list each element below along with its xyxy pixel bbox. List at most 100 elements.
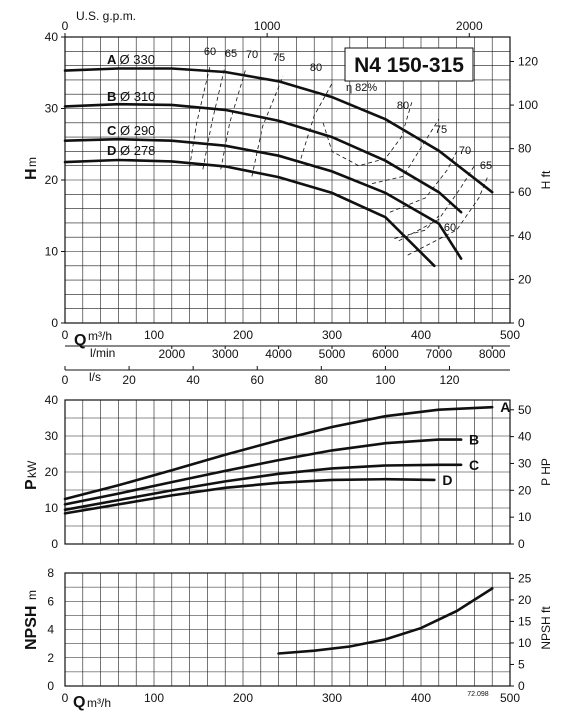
npsh-tick-ft: 10 — [518, 636, 532, 650]
npsh-axis-unit: m — [25, 590, 39, 600]
lmin-tick: 8000 — [479, 347, 506, 361]
h-tick-ft: 40 — [518, 229, 532, 243]
title-box — [344, 47, 474, 82]
q-tick: 500 — [500, 328, 520, 342]
p-tick-kw: 40 — [45, 393, 59, 407]
h-tick-ft: 120 — [518, 54, 538, 68]
h-ft-axis-label: H ft — [539, 170, 553, 189]
power-frame — [64, 399, 511, 545]
power-curve-label-A: A — [500, 399, 510, 415]
power-curve-A — [63, 405, 494, 501]
power-panel: A BC D — [63, 399, 511, 545]
ls-tick: 40 — [186, 373, 200, 387]
efficiency-label-75: 75 — [435, 124, 447, 136]
q-tick: 0 — [62, 328, 69, 342]
efficiency-peak-label: η 82% — [346, 82, 377, 94]
npsh-ft-axis-label: NPSH ft — [539, 606, 553, 650]
efficiency-label-70: 70 — [246, 49, 258, 61]
npsh-grid — [65, 573, 510, 686]
curve-label-C: C Ø 290 — [107, 123, 155, 138]
head-panel: 60 65 70 75 80 80 75 70 65 60 η 82% — [63, 36, 511, 324]
power-axes: 0 10 20 30 40 0 10 20 30 40 50 PkW P HP — [23, 393, 553, 551]
p-tick-hp: 30 — [518, 456, 532, 470]
npsh-tick-m: 2 — [47, 651, 54, 665]
curve-label-A: A Ø 330 — [107, 52, 155, 67]
npsh-tick-ft: 25 — [518, 571, 532, 585]
npsh-q-tick: 200 — [233, 691, 253, 705]
p-tick-kw: 30 — [45, 429, 59, 443]
efficiency-curve-65 — [202, 65, 226, 170]
npsh-tick-ft: 0 — [518, 679, 525, 693]
curve-diameter: Ø 330 — [120, 52, 155, 67]
p-tick-hp: 10 — [518, 510, 532, 524]
p-tick-hp: 0 — [518, 537, 525, 551]
h-tick-m: 40 — [45, 30, 59, 44]
npsh-curve — [277, 587, 494, 655]
ls-axis-label: l/s — [89, 370, 101, 384]
p-tick-kw: 10 — [45, 501, 59, 515]
p-tick-kw: 20 — [45, 465, 59, 479]
head-grid — [65, 37, 510, 323]
lmin-tick: 6000 — [372, 347, 399, 361]
gpm-tick: 1000 — [254, 19, 281, 33]
h-tick-ft: 0 — [518, 316, 525, 330]
efficiency-curve-80 — [371, 118, 440, 184]
p-axis-unit: kW — [25, 460, 39, 478]
h-axis-label: H — [23, 168, 40, 180]
ls-tick: 80 — [315, 373, 329, 387]
h-tick-m: 20 — [45, 173, 59, 187]
q-tick: 300 — [322, 328, 342, 342]
curve-label-B: B Ø 310 — [107, 89, 155, 104]
chart-title: N4 150-315 — [354, 54, 464, 77]
h-tick-ft: 60 — [518, 185, 532, 199]
p-tick-hp: 20 — [518, 483, 532, 497]
lmin-axis-label: l/min — [90, 346, 115, 360]
curve-letter: B — [107, 89, 120, 104]
npsh-q-tick: 100 — [144, 691, 164, 705]
head-curves — [63, 67, 494, 268]
h-tick-m: 30 — [45, 102, 59, 116]
q-axis-label: Q — [74, 332, 86, 349]
lmin-tick: 4000 — [265, 347, 292, 361]
npsh-axes: 0 2 4 6 8 0 5 10 15 20 25 NPSH m NPSH ft 0 100 200 300 400… — [23, 566, 553, 711]
curve-letter: D — [107, 143, 120, 158]
gpm-axis-label: U.S. g.p.m. — [76, 9, 136, 23]
h-tick-ft: 20 — [518, 272, 532, 286]
npsh-panel — [64, 572, 511, 687]
efficiency-label-80: 80 — [397, 100, 409, 112]
h-axis-unit: m — [25, 157, 39, 167]
p-hp-axis-label: P HP — [539, 458, 553, 486]
head-curve-C — [63, 137, 463, 260]
p-axis-label: P — [23, 479, 40, 490]
ls-tick: 60 — [251, 373, 265, 387]
npsh-q-tick: 300 — [322, 691, 342, 705]
efficiency-curve-70 — [398, 165, 475, 242]
efficiency-curve-60 — [189, 65, 211, 168]
q-tick: 400 — [411, 328, 431, 342]
q-tick: 100 — [144, 328, 164, 342]
lmin-tick: 3000 — [212, 347, 239, 361]
efficiency-label-60: 60 — [204, 46, 216, 58]
npsh-curves — [277, 587, 494, 655]
npsh-axis-label: NPSH — [23, 606, 40, 650]
p-tick-kw: 0 — [51, 537, 58, 551]
h-tick-ft: 80 — [518, 142, 532, 156]
npsh-tick-m: 0 — [47, 679, 54, 693]
curve-diameter: Ø 290 — [120, 123, 155, 138]
head-curve-A — [63, 67, 494, 194]
npsh-frame — [64, 572, 511, 687]
npsh-q-tick: 500 — [500, 691, 520, 705]
lmin-tick: 5000 — [319, 347, 346, 361]
npsh-q-tick: 0 — [62, 691, 69, 705]
power-curve-D — [63, 477, 436, 515]
npsh-q-axis-unit: m³/h — [87, 696, 111, 710]
curve-letter: C — [107, 123, 120, 138]
npsh-tick-ft: 5 — [518, 657, 525, 671]
power-curves: A BC D — [63, 399, 510, 515]
gpm-tick: 2000 — [456, 19, 483, 33]
power-curve-B — [63, 438, 463, 506]
gpm-tick: 0 — [62, 19, 69, 33]
